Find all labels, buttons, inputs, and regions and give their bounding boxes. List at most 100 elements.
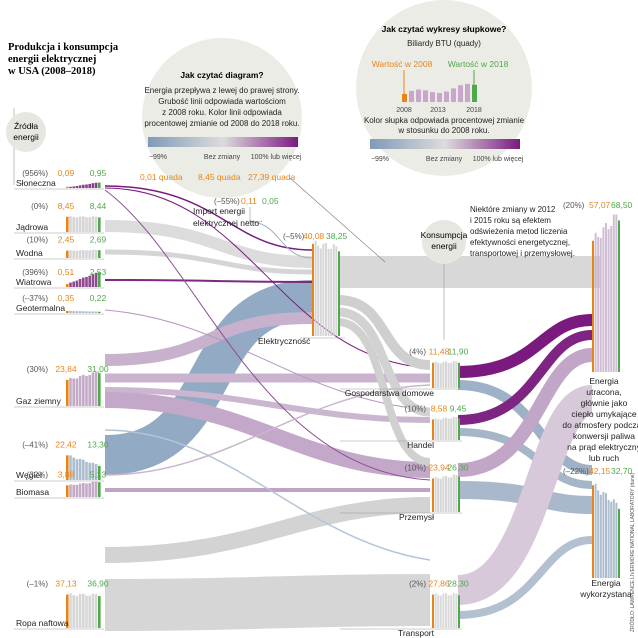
source-pct: (–41%) xyxy=(22,440,48,449)
sources-heading: Źródła energii xyxy=(6,108,46,185)
lost-node: (20%) 57,07 68,50 Energiautracona,główni… xyxy=(562,200,638,463)
source-6-bars xyxy=(66,455,101,480)
consumer-name: Gospodarstwa domowe xyxy=(345,388,435,398)
source-6-bar xyxy=(85,461,88,480)
source-4-bar xyxy=(75,311,79,313)
howto-bars: Jak czytać wykresy słupkowe? Biliardy BT… xyxy=(356,0,532,176)
consumer-2-bar xyxy=(455,474,458,512)
sample-bar xyxy=(423,90,428,102)
flow-commercial-lost xyxy=(457,330,593,425)
source-0-bar xyxy=(72,186,75,188)
sources-heading-bubble xyxy=(6,112,46,152)
source-value-2018: 8,44 xyxy=(90,201,107,211)
source-1-bar xyxy=(66,216,69,232)
credit: ŹRÓDŁO: LAWRENCE LIVERMORE NATIONAL LABO… xyxy=(629,472,636,632)
howto-diagram-line-2: Grubość linii odpowiada wartościom xyxy=(158,97,286,106)
source-1-bars xyxy=(66,216,101,232)
source-7-bar xyxy=(88,483,91,497)
flow-gas-industry xyxy=(104,392,431,478)
howto-bars-heading: Jak czytać wykresy słupkowe? xyxy=(382,24,507,34)
flow-nuclear-electricity xyxy=(104,220,313,268)
source-value-2018: 2,53 xyxy=(90,267,107,277)
source-6-bar xyxy=(75,459,79,480)
consumer-pct: (10%) xyxy=(405,463,427,472)
consumer-value-2008: 8,58 xyxy=(431,403,448,413)
consumer-0-bar xyxy=(445,361,447,388)
title-line-3: w USA (2008–2018) xyxy=(8,66,96,77)
consumer-name: Transport xyxy=(398,628,435,638)
electricity-bar xyxy=(332,244,335,336)
howto-bars-scale-min: −99% xyxy=(371,156,389,163)
consumer-name: Przemysł xyxy=(399,512,434,522)
lost-bar xyxy=(599,238,602,372)
source-3-bar xyxy=(69,282,72,287)
flow-wind-electricity xyxy=(104,279,313,283)
electricity-bar xyxy=(322,243,325,336)
source-7-bar xyxy=(91,481,95,497)
source-3-bar xyxy=(72,281,75,287)
electricity-bar xyxy=(319,248,322,336)
source-7-bar xyxy=(82,483,85,497)
sample-bar xyxy=(437,92,442,102)
flow-transport-used xyxy=(457,536,593,619)
lost-bar xyxy=(602,227,605,372)
lost-line: do atmosfery podczas xyxy=(562,420,638,430)
source-8-bar xyxy=(82,593,85,628)
source-labels: Słoneczna(956%) 0,09 0,95 Jądrowa (0%) 8,45 8,… xyxy=(14,168,109,630)
consumer-1-bar xyxy=(452,416,455,440)
source-3-bar xyxy=(94,272,98,287)
source-5-bar xyxy=(75,378,79,406)
electricity-bar xyxy=(325,243,327,336)
lost-line: na prąd elektryczny xyxy=(567,442,638,452)
source-value-2018: 0,22 xyxy=(90,293,107,303)
consumer-1-bar xyxy=(434,418,437,440)
consumer-1-bar xyxy=(445,417,447,440)
lost-line: utracona, xyxy=(586,387,621,397)
howto-diagram-line-4: procentowej zmianie od 2008 do 2018 roku… xyxy=(144,119,299,128)
source-pct: (32%) xyxy=(27,470,49,479)
source-5-bar xyxy=(72,378,75,406)
used-2018: 32,70 xyxy=(611,466,633,476)
source-3-bar xyxy=(78,278,82,287)
consumer-1-bar xyxy=(450,418,453,440)
source-2-bar xyxy=(72,250,75,258)
import-bar xyxy=(246,220,247,222)
flow-label-1: 8,45 quada xyxy=(198,172,241,182)
title-block: Produkcja i konsumpcja energii elektrycz… xyxy=(8,42,119,77)
flow-bands xyxy=(104,185,600,631)
source-7-bar xyxy=(72,484,75,497)
source-5-bar xyxy=(69,377,72,406)
consumer-2-bar xyxy=(452,474,455,512)
sample-bar xyxy=(444,91,449,102)
consumer-2-bar xyxy=(447,477,450,512)
source-2-bars xyxy=(66,249,101,258)
electricity-bar xyxy=(312,243,314,336)
consumer-value-2008: 23,94 xyxy=(428,462,450,472)
used-bar xyxy=(612,499,615,578)
lost-2018: 68,50 xyxy=(611,200,633,210)
used-line-1: Energia xyxy=(591,578,621,588)
source-4-bar xyxy=(94,311,98,313)
howto-bars-year-2018: 2018 xyxy=(466,107,482,114)
consumer-3-bar xyxy=(439,595,442,628)
consumer-2-bar xyxy=(437,478,440,512)
source-0-bar xyxy=(69,186,72,188)
flow-hydro-electricity xyxy=(104,249,313,275)
lost-bar xyxy=(605,222,607,372)
consumer-0-bar xyxy=(452,361,455,388)
import-bar xyxy=(250,220,252,222)
source-1-bar xyxy=(72,216,75,232)
lost-2008: 57,07 xyxy=(589,200,611,210)
source-value-2008: 0,35 xyxy=(58,293,75,303)
howto-bars-scale xyxy=(370,139,520,149)
consumer-0-bars xyxy=(432,361,460,388)
consumption-heading-bubble xyxy=(422,220,466,264)
electricity-bar xyxy=(330,248,333,336)
title-line-2: energii elektrycznej xyxy=(8,54,96,65)
source-name: Słoneczna xyxy=(16,178,56,188)
source-3-bar xyxy=(98,272,101,287)
source-6-bar xyxy=(82,459,85,480)
used-bar xyxy=(605,493,607,578)
consumer-0-bar xyxy=(458,362,460,388)
